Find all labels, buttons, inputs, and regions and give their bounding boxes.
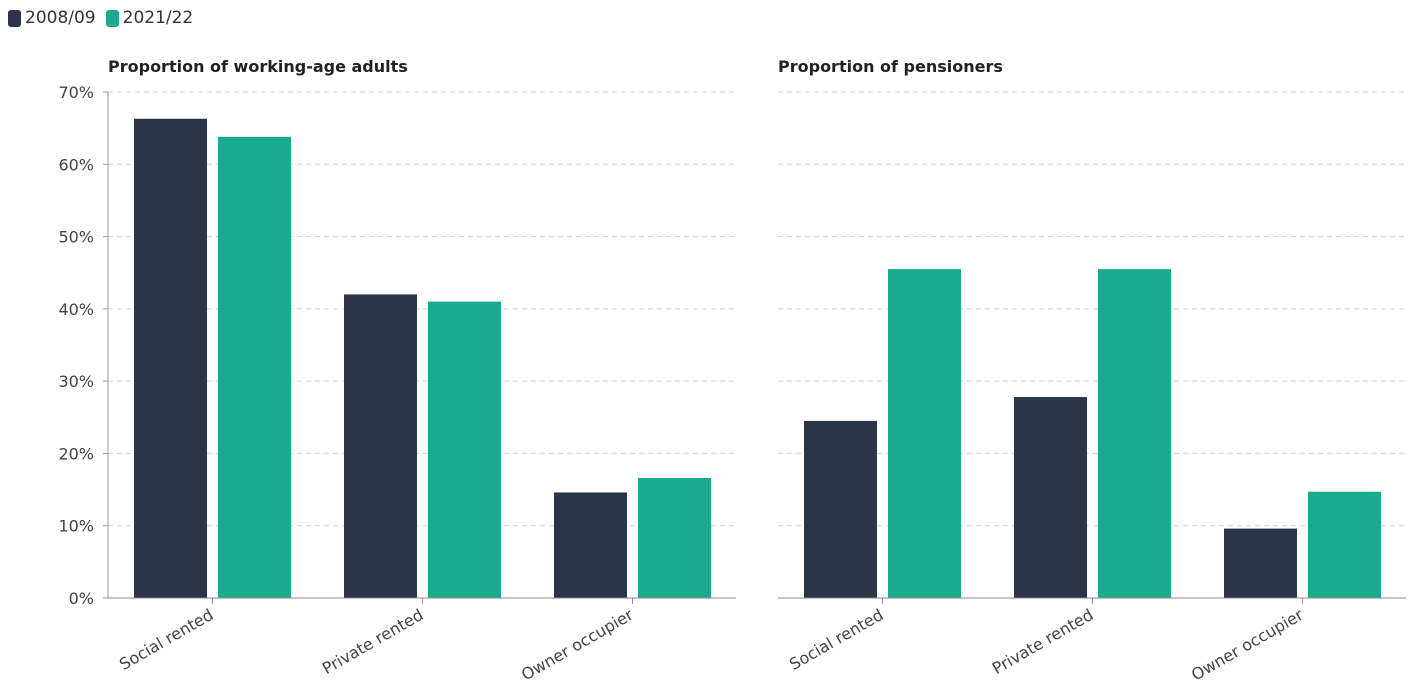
working-age-bar-owner-occupier-2008-09 <box>554 492 627 598</box>
working-age-bar-social-rented-2008-09 <box>134 118 207 598</box>
working-age-x-tick-label: Social rented <box>116 605 216 674</box>
legend-item-2008-09[interactable]: 2008/09 <box>8 8 96 28</box>
pensioners-bar-private-rented-2021-22 <box>1098 269 1171 598</box>
working-age-y-tick-label: 0% <box>69 589 94 608</box>
legend-swatch-2008-09 <box>8 9 21 27</box>
pensioners-x-tick-label: Private rented <box>989 605 1097 678</box>
working-age-y-tick-label: 20% <box>58 444 94 463</box>
working-age-bar-private-rented-2008-09 <box>344 294 417 598</box>
working-age-x-tick-label: Private rented <box>319 605 427 678</box>
pensioners-bar-social-rented-2021-22 <box>888 269 961 598</box>
pensioners-bar-social-rented-2008-09 <box>804 420 877 598</box>
pensioners-x-tick-label: Social rented <box>786 605 886 674</box>
working-age-bar-private-rented-2021-22 <box>428 301 501 598</box>
working-age-y-tick-label: 60% <box>58 155 94 174</box>
legend-item-2021-22[interactable]: 2021/22 <box>105 8 194 28</box>
legend-label-2021-22: 2021/22 <box>122 8 194 28</box>
working-age-y-tick-label: 70% <box>58 83 94 102</box>
pensioners-bar-owner-occupier-2021-22 <box>1308 491 1381 598</box>
working-age-x-tick-label: Owner occupier <box>518 605 637 685</box>
working-age-y-tick-label: 30% <box>58 372 94 391</box>
legend-label-2008-09: 2008/09 <box>25 8 96 28</box>
working-age-y-tick-label: 10% <box>58 517 94 536</box>
pensioners-chart-title: Proportion of pensioners <box>778 57 1003 76</box>
working-age-bar-owner-occupier-2021-22 <box>638 478 711 598</box>
pensioners-bar-private-rented-2008-09 <box>1014 397 1087 598</box>
legend-swatch-2021-22 <box>105 9 119 27</box>
pensioners-x-tick-label: Owner occupier <box>1188 605 1307 685</box>
legend: 2008/09 2021/22 <box>8 6 203 30</box>
working-age-y-tick-label: 40% <box>58 300 94 319</box>
working-age-bar-social-rented-2021-22 <box>218 136 291 598</box>
working-age-chart-title: Proportion of working-age adults <box>108 57 408 76</box>
pensioners-bar-owner-occupier-2008-09 <box>1224 528 1297 598</box>
working-age-y-tick-label: 50% <box>58 228 94 247</box>
